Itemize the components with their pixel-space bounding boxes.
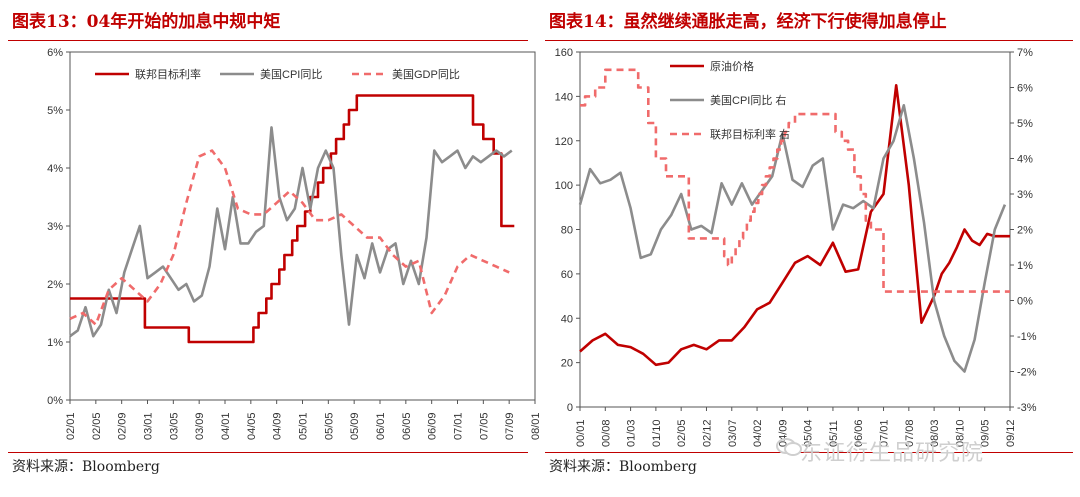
x-tick-label: 07/05	[478, 412, 490, 440]
x-tick-label: 01/03	[626, 419, 638, 447]
x-tick-label: 04/05	[246, 412, 258, 440]
y2-tick-label: 1%	[1017, 260, 1033, 272]
x-tick-label: 03/07	[727, 419, 739, 447]
x-tick-label: 08/01	[530, 412, 540, 440]
x-tick-label: 08/10	[954, 419, 966, 447]
x-tick-label: 02/09	[117, 412, 129, 440]
right-source-note: 资料来源：Bloomberg	[549, 459, 697, 475]
watermark: 东证衍生品研究院	[800, 441, 985, 466]
x-tick-label: 03/09	[194, 412, 206, 440]
x-tick-label: 02/05	[676, 419, 688, 447]
y-tick-label: 60	[561, 269, 573, 281]
y2-tick-label: 3%	[1017, 189, 1033, 201]
y2-tick-label: -2%	[1017, 367, 1037, 379]
series-line-gdp	[69, 149, 510, 326]
x-tick-label: 09/05	[980, 419, 992, 447]
x-tick-label: 04/09	[272, 412, 284, 440]
left-chart: 0% 1% 2% 3% 4% 5% 6% 02/01 02/05 02/09 03/01 03/05 0…	[47, 47, 540, 440]
right-chart: 0 20 40 60 80 100 120 140 160 -3% -2% -1% 0% 1% 2% 3% 4%…	[555, 47, 1037, 447]
x-tick-label: 03/05	[168, 412, 180, 440]
x-tick-label: 05/09	[349, 412, 361, 440]
legend-label-gdp: 美国GDP同比	[392, 68, 460, 81]
y-tick-label: 6%	[47, 47, 63, 59]
legend-label-cpi: 美国CPI同比	[260, 68, 322, 81]
left-title-rule	[8, 40, 528, 41]
y2-tick-label: 0%	[1017, 296, 1033, 308]
x-tick-label: 05/04	[803, 419, 815, 447]
y-tick-label: 5%	[47, 105, 63, 117]
x-tick-label: 02/05	[91, 412, 103, 440]
legend-label-cpi: 美国CPI同比 右	[710, 93, 786, 107]
left-chart-title: 图表13：04年开始的加息中规中矩	[12, 12, 281, 32]
y-tick-label: 140	[555, 91, 573, 103]
right-title-rule	[545, 40, 1073, 41]
x-tick-label: 05/11	[828, 420, 840, 447]
x-tick-label: 05/05	[323, 412, 335, 440]
y-tick-label: 2%	[47, 279, 63, 291]
x-tick-label: 07/09	[504, 412, 516, 440]
x-tick-label: 04/01	[220, 412, 232, 440]
x-tick-label: 00/08	[600, 419, 612, 447]
y-tick-label: 1%	[47, 337, 63, 349]
x-tick-label: 09/12	[1005, 419, 1017, 447]
y-tick-label: 20	[561, 358, 573, 370]
y2-tick-label: 5%	[1017, 118, 1033, 130]
x-tick-label: 01/10	[651, 419, 663, 447]
x-tick-label: 06/09	[427, 412, 439, 440]
y-tick-label: 160	[555, 47, 573, 59]
y2-tick-label: 7%	[1017, 47, 1033, 59]
x-tick-label: 06/06	[853, 419, 865, 447]
series-line-cpi	[69, 126, 513, 338]
right-bottom-rule	[545, 452, 1073, 453]
x-tick-label: 00/01	[575, 419, 587, 447]
x-tick-label: 05/01	[298, 412, 310, 440]
x-tick-label: 02/12	[701, 419, 713, 447]
wechat-icon	[776, 438, 802, 456]
series-line-oil	[579, 83, 1010, 367]
y2-tick-label: 6%	[1017, 83, 1033, 95]
y2-tick-label: 4%	[1017, 154, 1033, 166]
y2-tick-label: -1%	[1017, 331, 1037, 343]
x-tick-label: 03/01	[143, 412, 155, 440]
left-bottom-rule	[8, 452, 528, 453]
y-tick-label: 4%	[47, 163, 63, 175]
y-tick-label: 80	[561, 225, 573, 237]
x-tick-label: 06/05	[401, 412, 413, 440]
x-tick-label: 07/01	[879, 419, 891, 447]
right-chart-title: 图表14：虽然继续通胀走高，经济下行使得加息停止	[549, 12, 947, 32]
x-tick-label: 07/08	[904, 419, 916, 447]
y-tick-label: 120	[555, 136, 573, 148]
y2-tick-label: -3%	[1017, 402, 1037, 414]
y-tick-label: 40	[561, 313, 573, 325]
x-tick-label: 04/02	[752, 419, 764, 447]
left-source-note: 资料来源：Bloomberg	[12, 459, 160, 475]
y2-tick-label: 2%	[1017, 225, 1033, 237]
legend-label-oil: 原油价格	[710, 59, 754, 73]
x-tick-label: 06/01	[375, 412, 387, 440]
x-tick-label: 02/01	[65, 412, 77, 440]
legend-label-fed: 联邦目标利率 右	[710, 127, 790, 141]
y-tick-label: 3%	[47, 221, 63, 233]
legend-label-fed: 联邦目标利率	[135, 67, 201, 81]
series-line-cpi	[578, 103, 1007, 373]
series-line-fed	[70, 94, 515, 344]
x-tick-label: 07/01	[453, 412, 465, 440]
y-tick-label: 0%	[47, 395, 63, 407]
y-tick-label: 0	[567, 402, 573, 414]
x-tick-label: 08/03	[929, 419, 941, 447]
y-tick-label: 100	[555, 180, 573, 192]
